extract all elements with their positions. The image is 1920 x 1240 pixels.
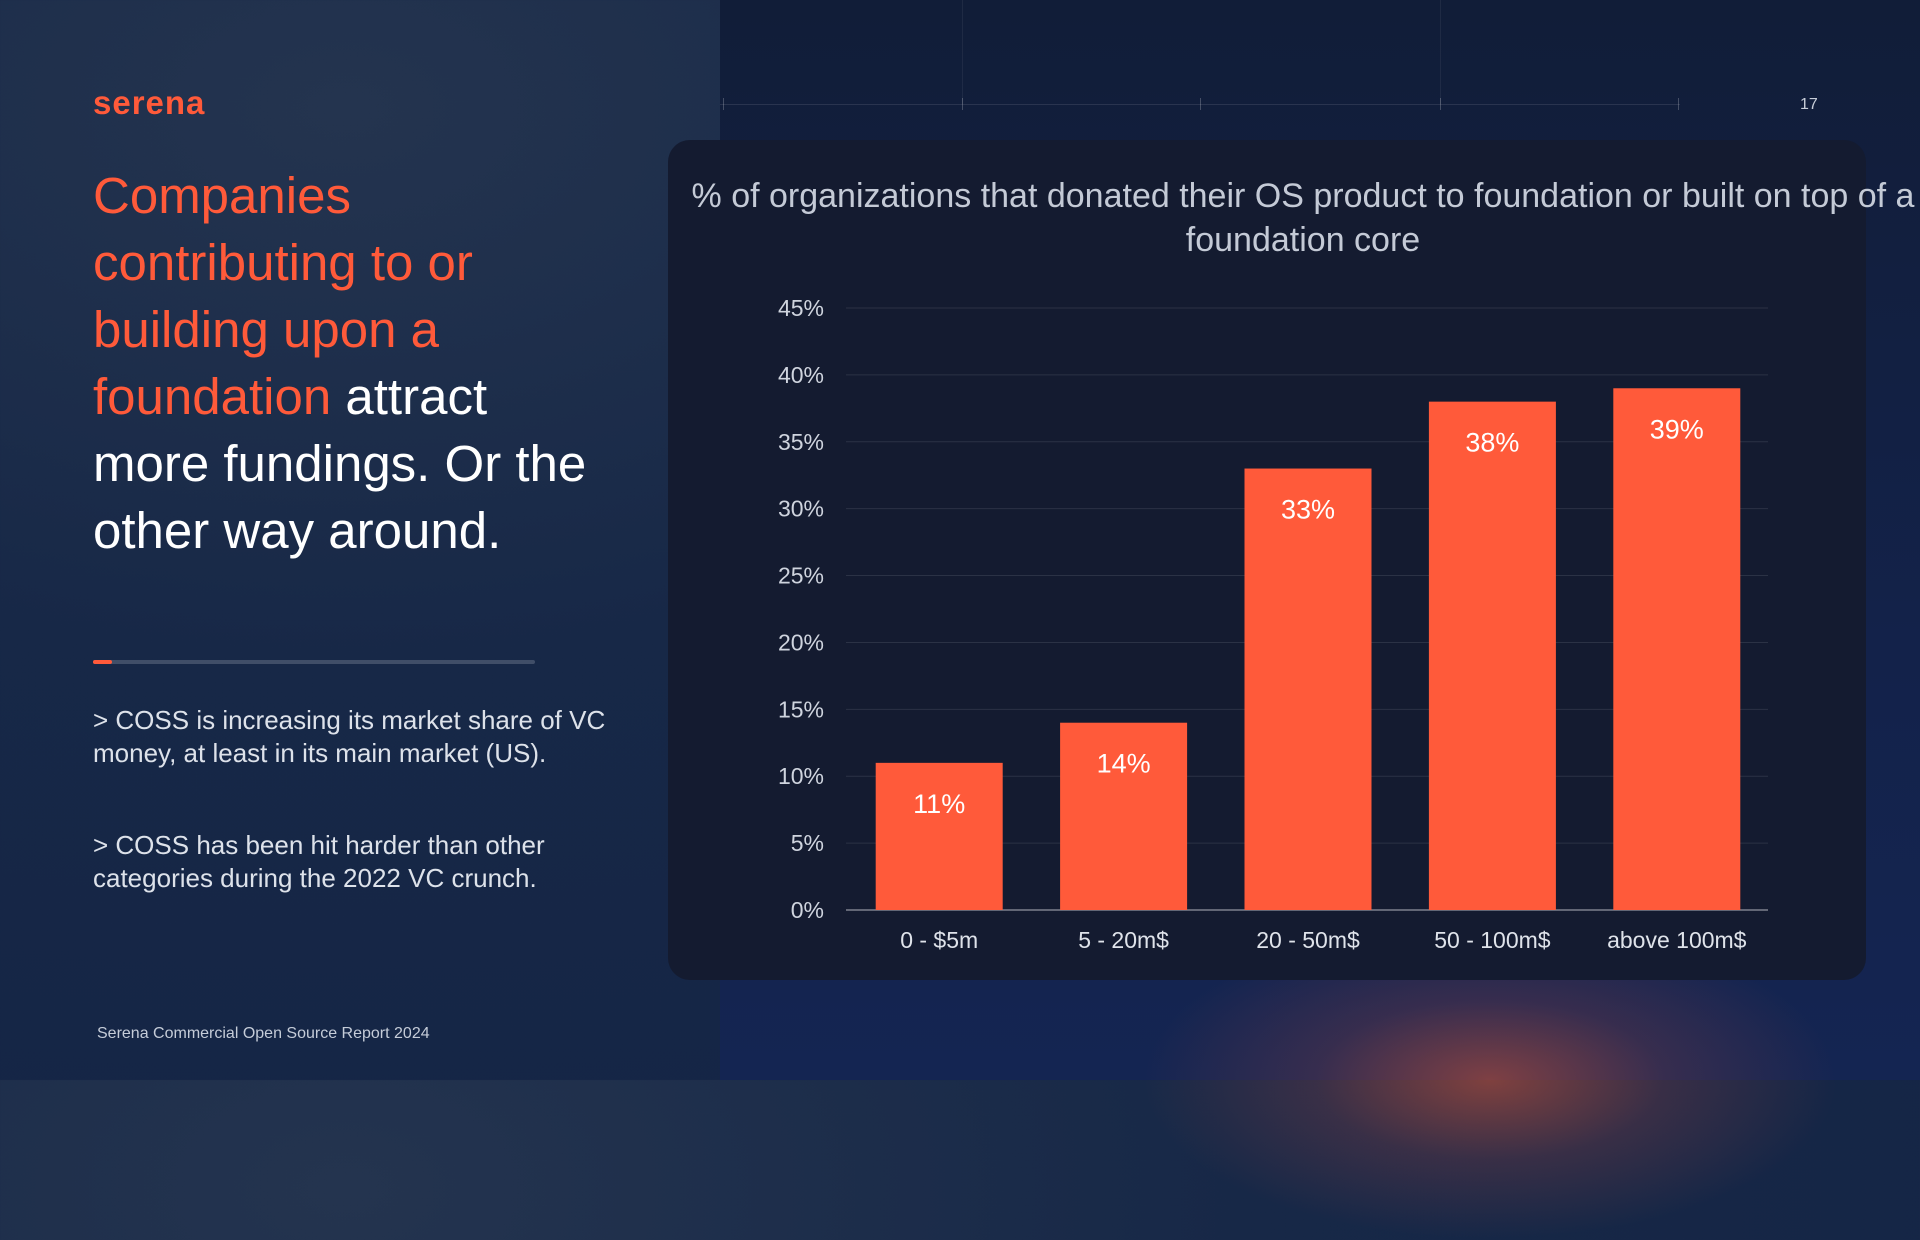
y-tick-label: 15% [778, 696, 824, 722]
y-tick-label: 10% [778, 763, 824, 789]
x-tick-label: 5 - 20m$ [1078, 927, 1169, 953]
bar [1428, 401, 1556, 910]
decorative-grid-line [720, 104, 1680, 105]
bar-value-label: 14% [1097, 749, 1151, 779]
bar-value-label: 11% [913, 789, 965, 819]
decorative-tick [723, 98, 724, 110]
bar-value-label: 33% [1281, 495, 1335, 525]
y-tick-label: 5% [791, 830, 824, 856]
bar [1613, 388, 1741, 910]
decorative-tick [962, 98, 963, 110]
chart-title: % of organizations that donated their OS… [691, 177, 1915, 259]
x-tick-label: 50 - 100m$ [1434, 927, 1551, 953]
footer-text: Serena Commercial Open Source Report 202… [97, 1025, 430, 1042]
serena-logo: serena [93, 84, 206, 121]
decorative-tick [1678, 98, 1679, 110]
y-tick-label: 45% [778, 295, 824, 321]
x-tick-label: 0 - $5m [900, 927, 978, 953]
decorative-tick [1200, 98, 1201, 110]
divider-accent [93, 660, 112, 664]
bar-value-label: 39% [1650, 414, 1704, 444]
bar-value-label: 38% [1465, 428, 1519, 458]
headline-accent: Companies contributing to or building up… [93, 167, 473, 425]
decorative-grid-line [1440, 0, 1441, 104]
y-tick-label: 0% [791, 897, 824, 923]
x-tick-label: above 100m$ [1607, 927, 1747, 953]
bar [1060, 722, 1188, 910]
bullet-point: > COSS is increasing its market share of… [93, 705, 606, 768]
page-number: 17 [1800, 96, 1818, 113]
bar [1244, 468, 1372, 910]
y-tick-label: 25% [778, 563, 824, 589]
decorative-grid-line [962, 0, 963, 104]
y-tick-label: 35% [778, 429, 824, 455]
divider [93, 660, 535, 664]
decorative-tick [1440, 98, 1441, 110]
bar-chart: 0% 5% 10% 15% 20% 25% 30% 35% 40% 45% 11% 0 - $5m 14… [778, 295, 1768, 953]
y-tick-label: 20% [778, 629, 824, 655]
x-tick-label: 20 - 50m$ [1256, 927, 1360, 953]
headline: Companies contributing to or building up… [93, 162, 613, 564]
headline-rest: attract more fundings. Or the other way … [93, 368, 587, 559]
bullet-point: > COSS has been hit harder than other ca… [93, 830, 545, 893]
bar [875, 762, 1003, 910]
y-tick-label: 30% [778, 496, 824, 522]
y-tick-label: 40% [778, 362, 824, 388]
